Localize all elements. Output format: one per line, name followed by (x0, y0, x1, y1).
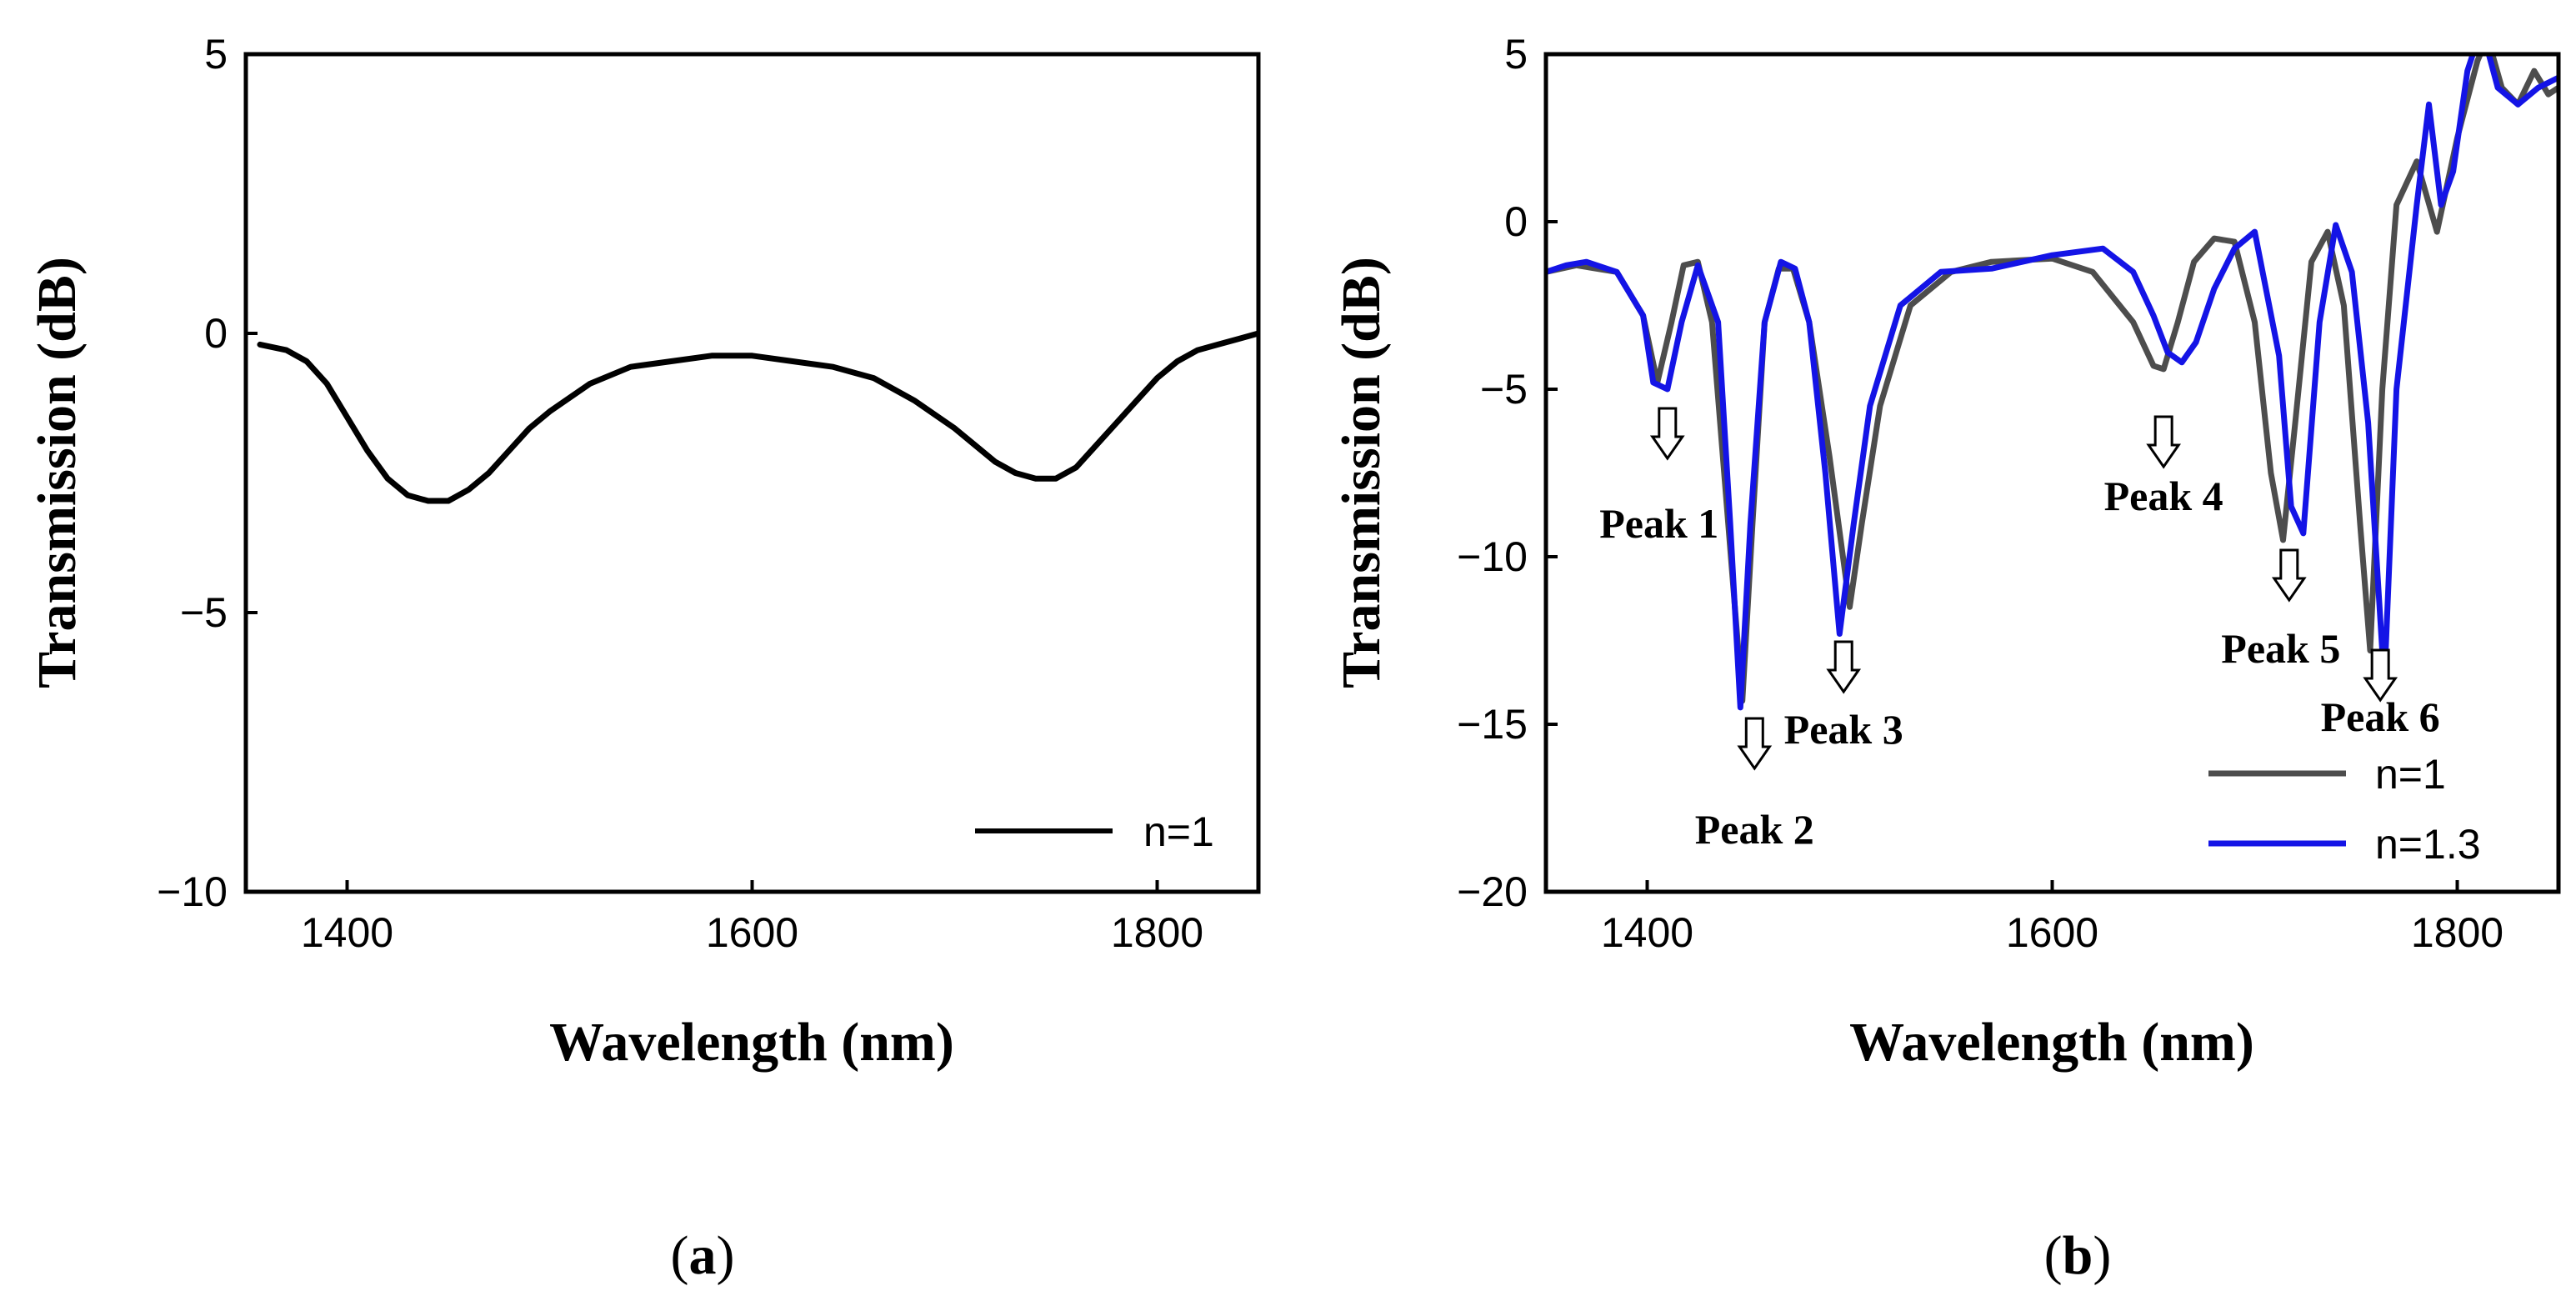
b-y-tick-label: 0 (1504, 198, 1528, 245)
peak-arrow-2 (1737, 717, 1773, 771)
a-panel-letter: a (689, 1225, 717, 1286)
a-y-tick-label: −10 (157, 868, 228, 915)
peak-label-6: Peak 6 (2321, 693, 2440, 740)
peak-label-5: Peak 5 (2221, 625, 2340, 672)
peak-label-4: Peak 4 (2104, 473, 2223, 519)
b-y-tick-label: −20 (1457, 868, 1528, 915)
a-y-tick-label: 0 (204, 310, 228, 357)
a-y-tick-label: −5 (180, 589, 228, 636)
a-plot-content (257, 330, 1258, 504)
a-x-axis-title: Wavelength (nm) (549, 1012, 954, 1073)
a-legend: n=1 (975, 808, 1214, 855)
a-panel-label: (a) (671, 1225, 735, 1286)
b-ticks: 1400 1600 1800 −20 −15 −10 −5 0 5 (1457, 31, 2503, 956)
peak-arrow-4 (2146, 415, 2182, 469)
a-ticks: 1400 1600 1800 −10 −5 0 5 (157, 31, 1203, 956)
b-y-tick-label: −5 (1480, 366, 1528, 413)
a-y-tick-label: 5 (204, 31, 228, 78)
a-series-line-1 (257, 330, 1258, 504)
b-legend: n=1 n=1.3 (2208, 751, 2481, 868)
b-x-axis-title: Wavelength (nm) (1849, 1012, 2254, 1073)
b-annotations: Peak 1 Peak 2 Peak 3 Peak 4 Peak 5 Peak 6 (1599, 407, 2440, 853)
peak-arrow-6 (2363, 648, 2398, 703)
a-y-axis-title: Transmission (dB) (27, 257, 88, 688)
a-x-tick-label: 1800 (1111, 909, 1203, 956)
b-x-tick-label: 1800 (2411, 909, 2503, 956)
panel-a: 1400 1600 1800 −10 −5 0 5 Wavelength (nm) Tran… (27, 31, 1261, 1286)
b-x-tick-label: 1600 (2006, 909, 2098, 956)
peak-label-2: Peak 2 (1695, 806, 1814, 853)
a-x-tick-label: 1400 (301, 909, 393, 956)
a-legend-label-n1: n=1 (1143, 808, 1214, 855)
b-series-line-1 (1546, 54, 2558, 704)
b-series-line-2 (1546, 54, 2558, 711)
b-y-axis-title: Transmission (dB) (1331, 257, 1392, 688)
peak-label-3: Peak 3 (1784, 706, 1903, 753)
a-plot-frame (243, 52, 1261, 894)
a-x-tick-label: 1600 (706, 909, 798, 956)
peak-arrow-3 (1826, 640, 1862, 694)
peak-arrow-5 (2271, 548, 2307, 603)
b-legend-label-n1: n=1 (2375, 751, 2446, 798)
b-y-tick-label: −10 (1457, 533, 1528, 580)
b-panel-letter: b (2063, 1225, 2093, 1286)
peak-arrow-1 (1649, 407, 1685, 461)
b-legend-label-n13: n=1.3 (2375, 821, 2481, 868)
b-x-tick-label: 1400 (1601, 909, 1693, 956)
b-y-tick-label: −15 (1457, 701, 1528, 748)
peak-label-1: Peak 1 (1599, 500, 1718, 547)
b-panel-label: (b) (2044, 1225, 2112, 1286)
b-plot-content (1546, 54, 2558, 711)
b-y-tick-label: 5 (1504, 31, 1528, 78)
